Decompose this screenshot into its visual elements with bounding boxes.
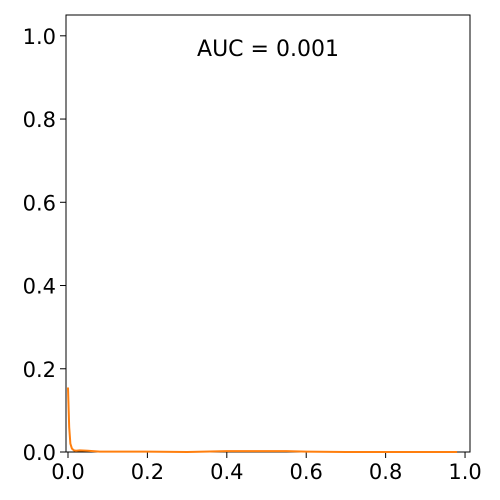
y-tick-label: 0.6	[23, 191, 56, 215]
y-tick-label: 0.0	[23, 441, 56, 465]
x-tick-label: 0.8	[369, 460, 402, 484]
y-tick-label: 0.4	[23, 275, 56, 299]
y-tick-label: 0.8	[23, 108, 56, 132]
y-tick-label: 1.0	[23, 25, 56, 49]
y-tick-label: 0.2	[23, 358, 56, 382]
x-tick-label: 1.0	[448, 460, 481, 484]
x-axis-ticks: 0.0 0.2 0.4 0.6 0.8 1.0	[51, 452, 482, 484]
x-tick-label: 0.6	[290, 460, 323, 484]
series-layer	[66, 387, 458, 453]
x-tick-label: 0.4	[210, 460, 243, 484]
x-tick-label: 0.0	[51, 460, 84, 484]
series-line	[66, 387, 458, 453]
x-tick-label: 0.2	[131, 460, 164, 484]
auc-annotation: AUC = 0.001	[197, 37, 339, 62]
y-axis-ticks: 0.0 0.2 0.4 0.6 0.8 1.0	[23, 25, 66, 465]
